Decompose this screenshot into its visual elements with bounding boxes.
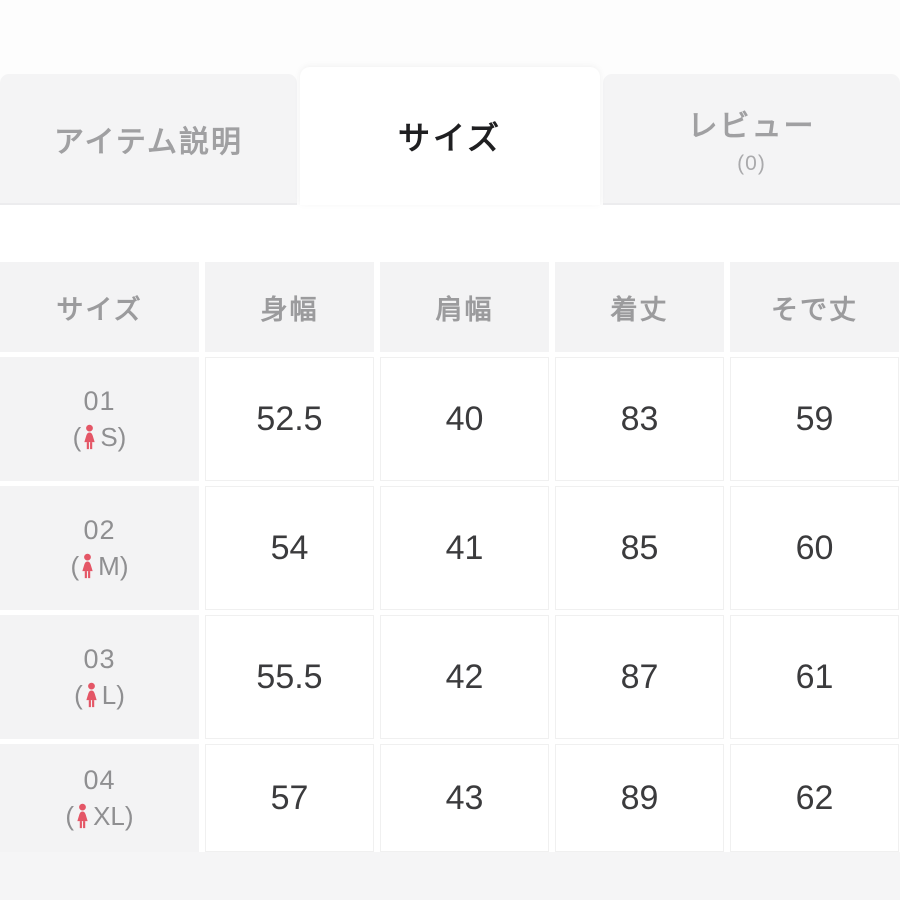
column-header-shoulder-width-label: 肩幅 — [435, 294, 494, 325]
column-header-body-width-label: 身幅 — [260, 294, 319, 325]
paren-close: ) — [119, 550, 129, 581]
paren-open: ( — [70, 550, 80, 581]
measurement-cell: 42 — [380, 615, 549, 739]
woman-icon — [82, 424, 97, 451]
measurement-cell: 43 — [380, 744, 549, 852]
paren-open: ( — [65, 800, 75, 831]
review-count-badge: (0) — [737, 152, 766, 175]
measurement-cell: 52.5 — [205, 357, 374, 481]
paren-open: ( — [72, 421, 82, 452]
size-letter-group: ( S ) — [73, 422, 127, 453]
paren-close: ) — [116, 679, 125, 710]
measurement-cell: 41 — [380, 486, 549, 610]
row-label-04-xl: 04 ( XL ) — [0, 744, 199, 852]
column-header-shoulder-width: 肩幅 — [380, 262, 549, 352]
column-header-size: サイズ — [0, 262, 199, 352]
size-table: サイズ 身幅 肩幅 着丈 そで丈 01 ( S ) 52.5 40 83 59 — [0, 262, 900, 852]
measurement-cell: 89 — [555, 744, 724, 852]
row-label-03-l: 03 ( L ) — [0, 615, 199, 739]
size-letter-group: ( L ) — [74, 680, 125, 711]
column-header-length: 着丈 — [555, 262, 724, 352]
size-code: 01 — [83, 385, 116, 416]
measurement-cell: 40 — [380, 357, 549, 481]
section-background — [0, 852, 900, 900]
woman-icon — [84, 682, 99, 709]
measurement-cell: 55.5 — [205, 615, 374, 739]
measurement-cell: 62 — [730, 744, 899, 852]
size-letter: S — [100, 421, 118, 452]
tab-item-description[interactable]: アイテム説明 — [0, 74, 297, 205]
column-header-size-label: サイズ — [56, 294, 143, 325]
measurement-cell: 61 — [730, 615, 899, 739]
measurement-cell: 59 — [730, 357, 899, 481]
size-letter-group: ( M ) — [70, 551, 128, 582]
measurement-cell: 54 — [205, 486, 374, 610]
paren-close: ) — [124, 800, 134, 831]
column-header-sleeve-length-label: そで丈 — [771, 294, 858, 325]
measurement-cell: 57 — [205, 744, 374, 852]
row-label-01-s: 01 ( S ) — [0, 357, 199, 481]
paren-close: ) — [117, 421, 127, 452]
measurement-cell: 83 — [555, 357, 724, 481]
tab-item-description-label: アイテム説明 — [54, 125, 243, 159]
woman-icon — [75, 803, 90, 830]
column-header-sleeve-length: そで丈 — [730, 262, 899, 352]
tab-bar: アイテム説明 サイズ レビュー (0) — [0, 0, 900, 205]
size-letter: XL — [93, 800, 125, 831]
tab-review-label: レビュー — [687, 110, 816, 143]
size-tab-content: サイズ 身幅 肩幅 着丈 そで丈 01 ( S ) 52.5 40 83 59 — [0, 205, 900, 900]
woman-icon — [80, 553, 95, 580]
size-code: 03 — [83, 643, 116, 674]
measurement-cell: 85 — [555, 486, 724, 610]
size-letter-group: ( XL ) — [65, 801, 133, 832]
tab-size-label: サイズ — [397, 120, 503, 156]
size-code: 04 — [83, 764, 116, 795]
tab-size[interactable]: サイズ — [300, 67, 600, 205]
row-label-02-m: 02 ( M ) — [0, 486, 199, 610]
column-header-body-width: 身幅 — [205, 262, 374, 352]
tab-review[interactable]: レビュー (0) — [603, 74, 900, 205]
size-letter: L — [101, 679, 117, 710]
size-code: 02 — [83, 514, 116, 545]
paren-open: ( — [74, 679, 83, 710]
measurement-cell: 87 — [555, 615, 724, 739]
measurement-cell: 60 — [730, 486, 899, 610]
size-letter: M — [98, 550, 120, 581]
column-header-length-label: 着丈 — [610, 294, 669, 325]
